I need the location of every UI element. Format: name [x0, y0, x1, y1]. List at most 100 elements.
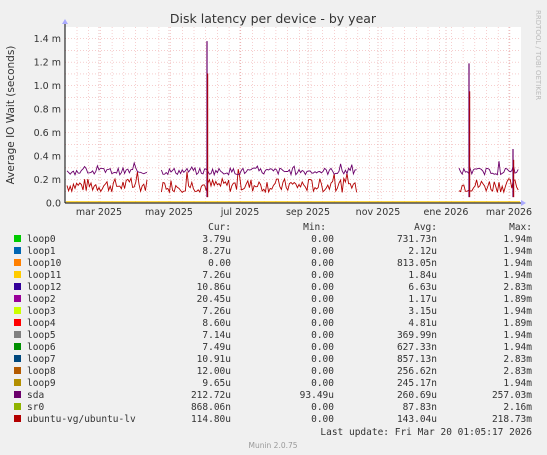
legend-name: loop11	[27, 270, 62, 281]
legend-max: 2.83m	[503, 354, 532, 365]
legend-row: loop5 7.14u 0.00 369.99n 1.94m	[14, 330, 532, 341]
y-tick-label: 0.8 m	[34, 105, 61, 116]
legend-name: loop1	[27, 246, 56, 257]
x-axis-arrow	[521, 200, 526, 206]
legend-max: 1.94m	[503, 234, 532, 245]
legend-avg: 857.13n	[397, 354, 437, 365]
legend-swatch	[14, 235, 21, 242]
legend-name: loop8	[27, 366, 56, 377]
legend-name: loop10	[27, 258, 62, 269]
legend-min: 0.00	[311, 282, 334, 293]
legend-header: Cur: Min: Avg: Max:	[208, 222, 532, 233]
legend-avg: 1.17u	[408, 294, 437, 305]
legend-min: 0.00	[311, 366, 334, 377]
y-tick-label: 1.4 m	[34, 34, 61, 45]
legend-cur: 7.26u	[202, 270, 231, 281]
y-tick-label: 0.4 m	[34, 152, 61, 163]
legend-max: 1.94m	[503, 378, 532, 389]
legend-name: loop2	[27, 294, 56, 305]
legend-max: 1.94m	[503, 306, 532, 317]
legend-cur: 10.86u	[197, 282, 231, 293]
legend-cur: 12.00u	[197, 366, 231, 377]
legend-cur: 212.72u	[191, 390, 231, 401]
x-tick-label: sep 2025	[286, 207, 330, 218]
x-tick-label: mar 2026	[486, 207, 532, 218]
legend-avg: 369.99n	[397, 330, 437, 341]
legend-cur: 7.14u	[202, 330, 231, 341]
y-tick-label: 0.6 m	[34, 128, 61, 139]
legend-max: 1.94m	[503, 270, 532, 281]
legend-max: 2.83m	[503, 366, 532, 377]
legend-avg: 260.69u	[397, 390, 437, 401]
y-tick-label: 1.0 m	[34, 81, 61, 92]
legend-max: 2.16m	[503, 402, 532, 413]
legend-swatch	[14, 367, 21, 374]
legend-name: loop12	[27, 282, 61, 293]
legend-swatch	[14, 391, 21, 398]
legend-max: 1.94m	[503, 258, 532, 269]
legend-min: 0.00	[311, 234, 334, 245]
legend-min: 0.00	[311, 294, 334, 305]
legend-max: 1.94m	[503, 246, 532, 257]
legend-max: 257.03m	[492, 390, 532, 401]
legend-min: 0.00	[311, 306, 334, 317]
legend-min: 0.00	[311, 246, 334, 257]
legend-max: 1.89m	[503, 294, 532, 305]
legend-row: loop9 9.65u 0.00 245.17n 1.94m	[14, 378, 532, 389]
legend-swatch	[14, 343, 21, 350]
legend-avg: 627.33n	[397, 342, 437, 353]
legend-avg: 256.62n	[397, 366, 437, 377]
x-ticks: mar 2025 may 2025 jul 2025 sep 2025 nov 2025…	[76, 207, 532, 218]
legend-row: loop4 8.60u 0.00 4.81u 1.89m	[14, 318, 532, 329]
legend-cur: 114.80u	[191, 414, 231, 425]
legend-avg: 2.12u	[408, 246, 437, 257]
legend-cur: 20.45u	[197, 294, 231, 305]
legend-row: ubuntu-vg/ubuntu-lv 114.80u 0.00 143.04u 218…	[14, 414, 532, 425]
legend-min: 0.00	[311, 402, 334, 413]
legend-header-max: Max:	[509, 222, 532, 233]
legend-swatch	[14, 307, 21, 314]
legend-row: loop0 3.79u 0.00 731.73n 1.94m	[14, 234, 532, 245]
legend-row: loop10 0.00 0.00 813.05n 1.94m	[14, 258, 532, 269]
legend-swatch	[14, 355, 21, 362]
grid	[65, 27, 521, 203]
legend-cur: 868.06n	[191, 402, 231, 413]
plot-area	[65, 27, 521, 203]
legend-min: 0.00	[311, 342, 334, 353]
legend-swatch	[14, 295, 21, 302]
x-tick-label: may 2025	[145, 207, 193, 218]
y-ticks: 0.0 0.2 m 0.4 m 0.6 m 0.8 m 1.0 m 1.2 m 1.4 m	[34, 34, 61, 209]
y-tick-label: 0.2 m	[34, 175, 61, 186]
y-axis-arrow	[62, 19, 68, 24]
legend-name: sda	[27, 390, 44, 401]
legend-swatch	[14, 415, 21, 422]
legend-name: loop3	[27, 306, 56, 317]
legend-max: 1.94m	[503, 342, 532, 353]
legend-name: loop9	[27, 378, 56, 389]
legend-row: loop2 20.45u 0.00 1.17u 1.89m	[14, 294, 532, 305]
legend-name: loop7	[27, 354, 56, 365]
legend-header-cur: Cur:	[208, 222, 231, 233]
legend-min: 0.00	[311, 330, 334, 341]
legend-row: loop6 7.49u 0.00 627.33n 1.94m	[14, 342, 532, 353]
legend-row: sr0 868.06n 0.00 87.83n 2.16m	[14, 402, 532, 413]
legend-name: sr0	[27, 402, 44, 413]
y-axis-label: Average IO Wait (seconds)	[5, 46, 17, 185]
legend-swatch	[14, 379, 21, 386]
legend-cur: 7.26u	[202, 306, 231, 317]
legend-swatch	[14, 319, 21, 326]
legend-row: loop3 7.26u 0.00 3.15u 1.94m	[14, 306, 532, 317]
legend-avg: 87.83n	[403, 402, 437, 413]
legend-min: 0.00	[311, 414, 334, 425]
legend-cur: 8.27u	[202, 246, 231, 257]
legend-cur: 0.00	[208, 258, 231, 269]
legend-max: 1.89m	[503, 318, 532, 329]
chart-title: Disk latency per device - by year	[170, 11, 377, 26]
legend-min: 0.00	[311, 318, 334, 329]
legend-name: loop4	[27, 318, 56, 329]
legend-header-min: Min:	[303, 222, 326, 233]
legend-cur: 3.79u	[202, 234, 231, 245]
footer: Munin 2.0.75	[248, 441, 297, 450]
x-tick-label: ene 2026	[424, 207, 469, 218]
